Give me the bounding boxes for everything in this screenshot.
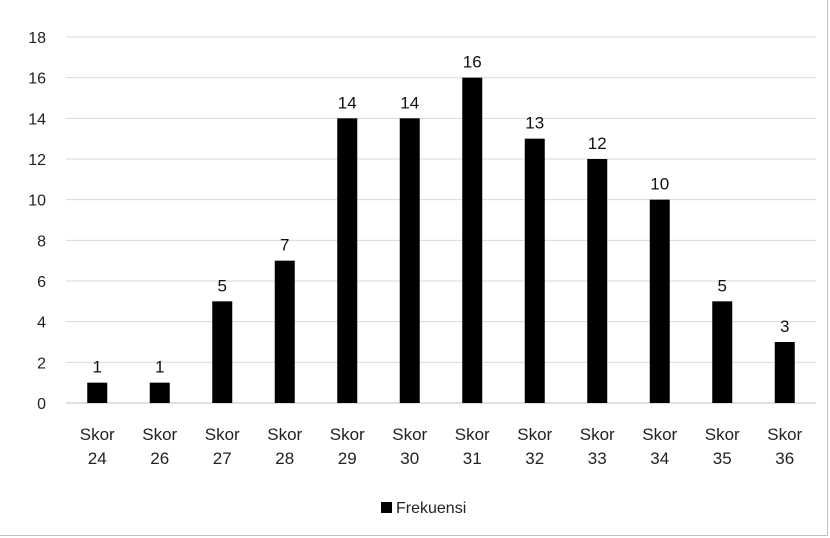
bar <box>87 382 108 403</box>
data-label: 13 <box>525 114 544 133</box>
bar <box>774 342 795 403</box>
x-axis-categories: Skor 24 Skor 26 Skor 27 Skor 28 Skor 29 Skor 30 Skor… <box>80 425 803 468</box>
data-label: 1 <box>93 358 102 377</box>
x-category-label: Skor 29 <box>330 425 365 468</box>
data-label: 10 <box>650 175 669 194</box>
bar <box>587 159 608 403</box>
y-tick-label: 0 <box>37 396 46 413</box>
data-label: 14 <box>400 93 419 112</box>
x-category-label: Skor 30 <box>392 425 427 468</box>
x-category-label: Skor 24 <box>80 425 115 468</box>
bar <box>462 77 483 404</box>
y-tick-label: 10 <box>28 193 46 210</box>
legend-swatch <box>381 502 392 513</box>
data-label: 16 <box>463 53 482 72</box>
data-label: 7 <box>280 236 289 255</box>
bar <box>212 301 233 403</box>
x-category-label: Skor 28 <box>267 425 302 468</box>
y-axis-ticks: 0 2 4 6 8 10 12 14 16 18 <box>28 30 46 413</box>
bar <box>274 260 295 403</box>
x-category-label: Skor 35 <box>705 425 740 468</box>
bar <box>399 118 420 403</box>
y-tick-label: 18 <box>28 30 46 47</box>
x-category-label: Skor 31 <box>455 425 490 468</box>
x-category-label: Skor 36 <box>767 425 802 468</box>
data-label: 5 <box>218 276 227 295</box>
y-tick-label: 8 <box>37 233 46 250</box>
bar <box>337 118 358 403</box>
bar <box>149 382 170 403</box>
bar <box>712 301 733 403</box>
data-label: 12 <box>588 134 607 153</box>
y-tick-label: 6 <box>37 274 46 291</box>
data-labels: 1 1 5 7 14 14 16 13 12 10 5 3 <box>93 53 790 377</box>
x-category-label: Skor 27 <box>205 425 240 468</box>
legend: Frekuensi <box>381 500 466 517</box>
data-label: 3 <box>780 317 789 336</box>
bar <box>649 199 670 403</box>
legend-label-frekuensi: Frekuensi <box>396 500 466 517</box>
x-category-label: Skor 34 <box>642 425 677 468</box>
y-tick-label: 14 <box>28 111 46 128</box>
gridlines <box>66 36 816 404</box>
bars <box>87 77 795 404</box>
x-category-label: Skor 32 <box>517 425 552 468</box>
y-tick-label: 12 <box>28 152 46 169</box>
x-category-label: Skor 33 <box>580 425 615 468</box>
y-tick-label: 16 <box>28 71 46 88</box>
data-label: 1 <box>155 358 164 377</box>
y-tick-label: 4 <box>37 315 46 332</box>
x-category-label: Skor 26 <box>142 425 177 468</box>
data-label: 14 <box>338 93 357 112</box>
bar <box>524 138 545 403</box>
y-tick-label: 2 <box>37 355 46 372</box>
data-label: 5 <box>718 276 727 295</box>
